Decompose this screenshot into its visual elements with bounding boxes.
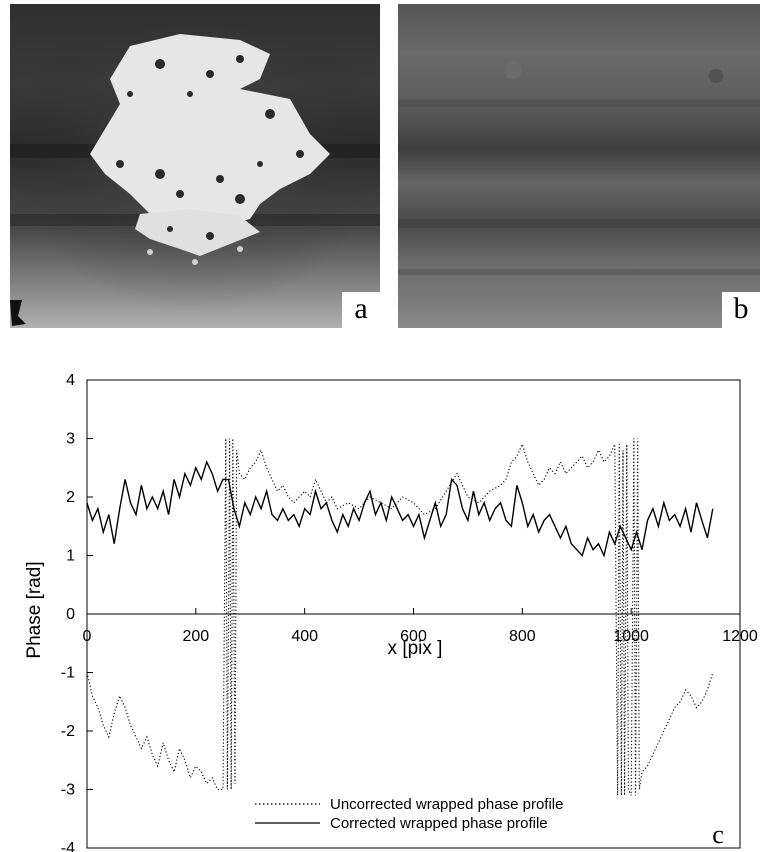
panel-label-c: c bbox=[712, 820, 724, 849]
x-tick-label: 400 bbox=[291, 628, 318, 645]
x-tick-label: 600 bbox=[400, 628, 427, 645]
phase-map-b-image bbox=[398, 4, 760, 328]
x-tick-label: 1000 bbox=[613, 628, 649, 645]
panel-label-b: b bbox=[722, 292, 760, 328]
y-tick-label: 2 bbox=[66, 489, 75, 506]
y-tick-label: -4 bbox=[61, 840, 75, 852]
y-tick-label: 4 bbox=[66, 372, 75, 389]
y-tick-label: -2 bbox=[61, 723, 75, 740]
phase-map-a-image bbox=[10, 4, 380, 328]
y-tick-label: -3 bbox=[61, 782, 75, 799]
phase-profile-chart: 0 200 400 600 800 1000 1200 -4 -3 -2 -1 0 1 2 3 4 x [pi… bbox=[24, 372, 758, 852]
phase-map-panel-a: a bbox=[10, 4, 380, 328]
x-tick-label: 200 bbox=[182, 628, 209, 645]
phase-map-panel-b: b bbox=[398, 4, 760, 328]
y-axis-label: Phase [rad] bbox=[24, 561, 45, 658]
panel-label-a: a bbox=[342, 292, 380, 328]
x-tick-label: 1200 bbox=[722, 628, 758, 645]
chart-legend: Uncorrected wrapped phase profile Correc… bbox=[255, 796, 563, 832]
x-tick-label: 0 bbox=[83, 628, 92, 645]
x-axis-label: x [pix ] bbox=[388, 638, 443, 659]
legend-label-uncorrected: Uncorrected wrapped phase profile bbox=[330, 796, 563, 813]
y-tick-label: -1 bbox=[61, 665, 75, 682]
x-tick-label: 800 bbox=[509, 628, 536, 645]
legend-label-corrected: Corrected wrapped phase profile bbox=[330, 815, 548, 832]
y-tick-label: 0 bbox=[66, 606, 75, 623]
series-line-corrected bbox=[86, 459, 714, 558]
y-tick-label: 3 bbox=[66, 431, 75, 448]
y-tick-label: 1 bbox=[66, 548, 75, 565]
